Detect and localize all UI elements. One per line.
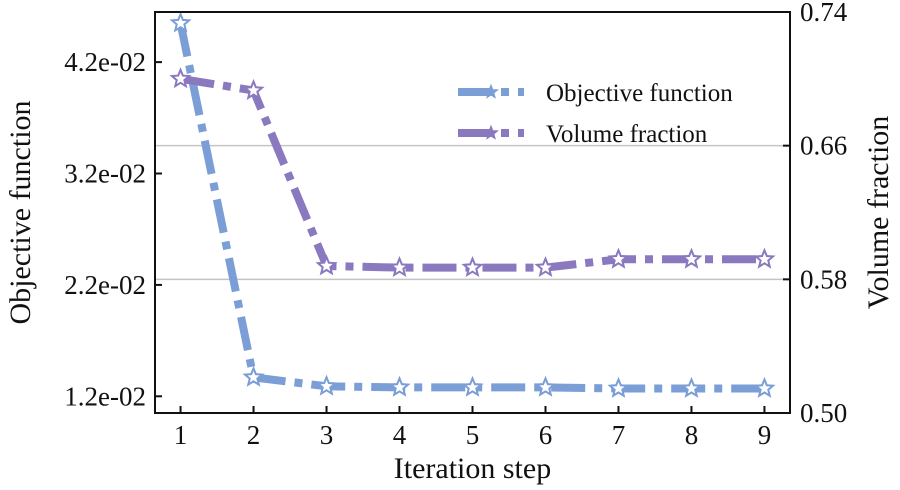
point-volume-fraction-8 (680, 247, 703, 269)
x-tick-label-7: 8 (685, 420, 699, 450)
x-tick-label-1: 2 (247, 420, 261, 450)
series-layer (169, 11, 776, 398)
x-tick-label-5: 6 (539, 420, 553, 450)
axes-layer: 1 2 3 4 5 6 7 8 9 1.2e-02 2.2e-02 3.2e-02 4.2e-02 0.5… (64, 0, 847, 450)
x-axis-title: Iteration step (394, 452, 551, 485)
y-axis-right-title: Volume fraction (862, 116, 895, 310)
point-volume-fraction-4 (388, 255, 411, 278)
y-left-tick-label-0: 1.2e-02 (64, 381, 146, 411)
point-volume-fraction-6 (534, 255, 557, 278)
point-volume-fraction-2 (242, 78, 265, 100)
legend-label-volume-fraction: Volume fraction (546, 121, 708, 148)
legend-label-objective-function: Objective function (546, 80, 733, 107)
x-tick-label-6: 7 (612, 420, 626, 450)
plot-frame (154, 11, 791, 414)
x-tick-label-8: 9 (758, 420, 772, 450)
point-volume-fraction-5 (461, 255, 484, 278)
x-tick-label-0: 1 (174, 420, 188, 450)
y-right-tick-label-0: 0.50 (800, 398, 847, 428)
y-axis-left-title: Objective function (4, 100, 37, 324)
legend: Objective function Volume fraction (458, 80, 733, 148)
x-tick-label-2: 3 (320, 420, 334, 450)
grid-lines (155, 144, 790, 281)
point-volume-fraction-9 (753, 247, 776, 269)
point-volume-fraction-3 (315, 254, 338, 276)
point-objective-function-2 (242, 365, 265, 387)
point-volume-fraction-1 (169, 67, 192, 89)
y-left-tick-label-2: 3.2e-02 (64, 159, 146, 189)
x-tick-label-3: 4 (393, 420, 407, 450)
y-left-tick-label-1: 2.2e-02 (64, 270, 146, 300)
y-left-tick-label-3: 4.2e-02 (64, 47, 146, 77)
point-objective-function-4 (388, 375, 411, 397)
point-objective-function-5 (461, 375, 484, 397)
x-tick-label-4: 5 (466, 420, 480, 450)
series-line-volume-fraction (179, 74, 765, 272)
legend-marker-0 (483, 83, 499, 99)
point-objective-function-3 (315, 374, 338, 396)
legend-marker-1 (483, 124, 499, 140)
series-line-objective-function (176, 22, 765, 393)
point-objective-function-8 (680, 376, 703, 398)
y-right-tick-label-1: 0.58 (800, 264, 847, 294)
point-objective-function-9 (753, 376, 776, 398)
y-right-tick-label-3: 0.74 (800, 0, 848, 27)
point-objective-function-7 (607, 376, 630, 398)
point-volume-fraction-7 (607, 247, 630, 269)
y-right-tick-label-2: 0.66 (800, 131, 847, 161)
point-objective-function-6 (534, 375, 557, 397)
point-objective-function-1 (169, 11, 192, 33)
